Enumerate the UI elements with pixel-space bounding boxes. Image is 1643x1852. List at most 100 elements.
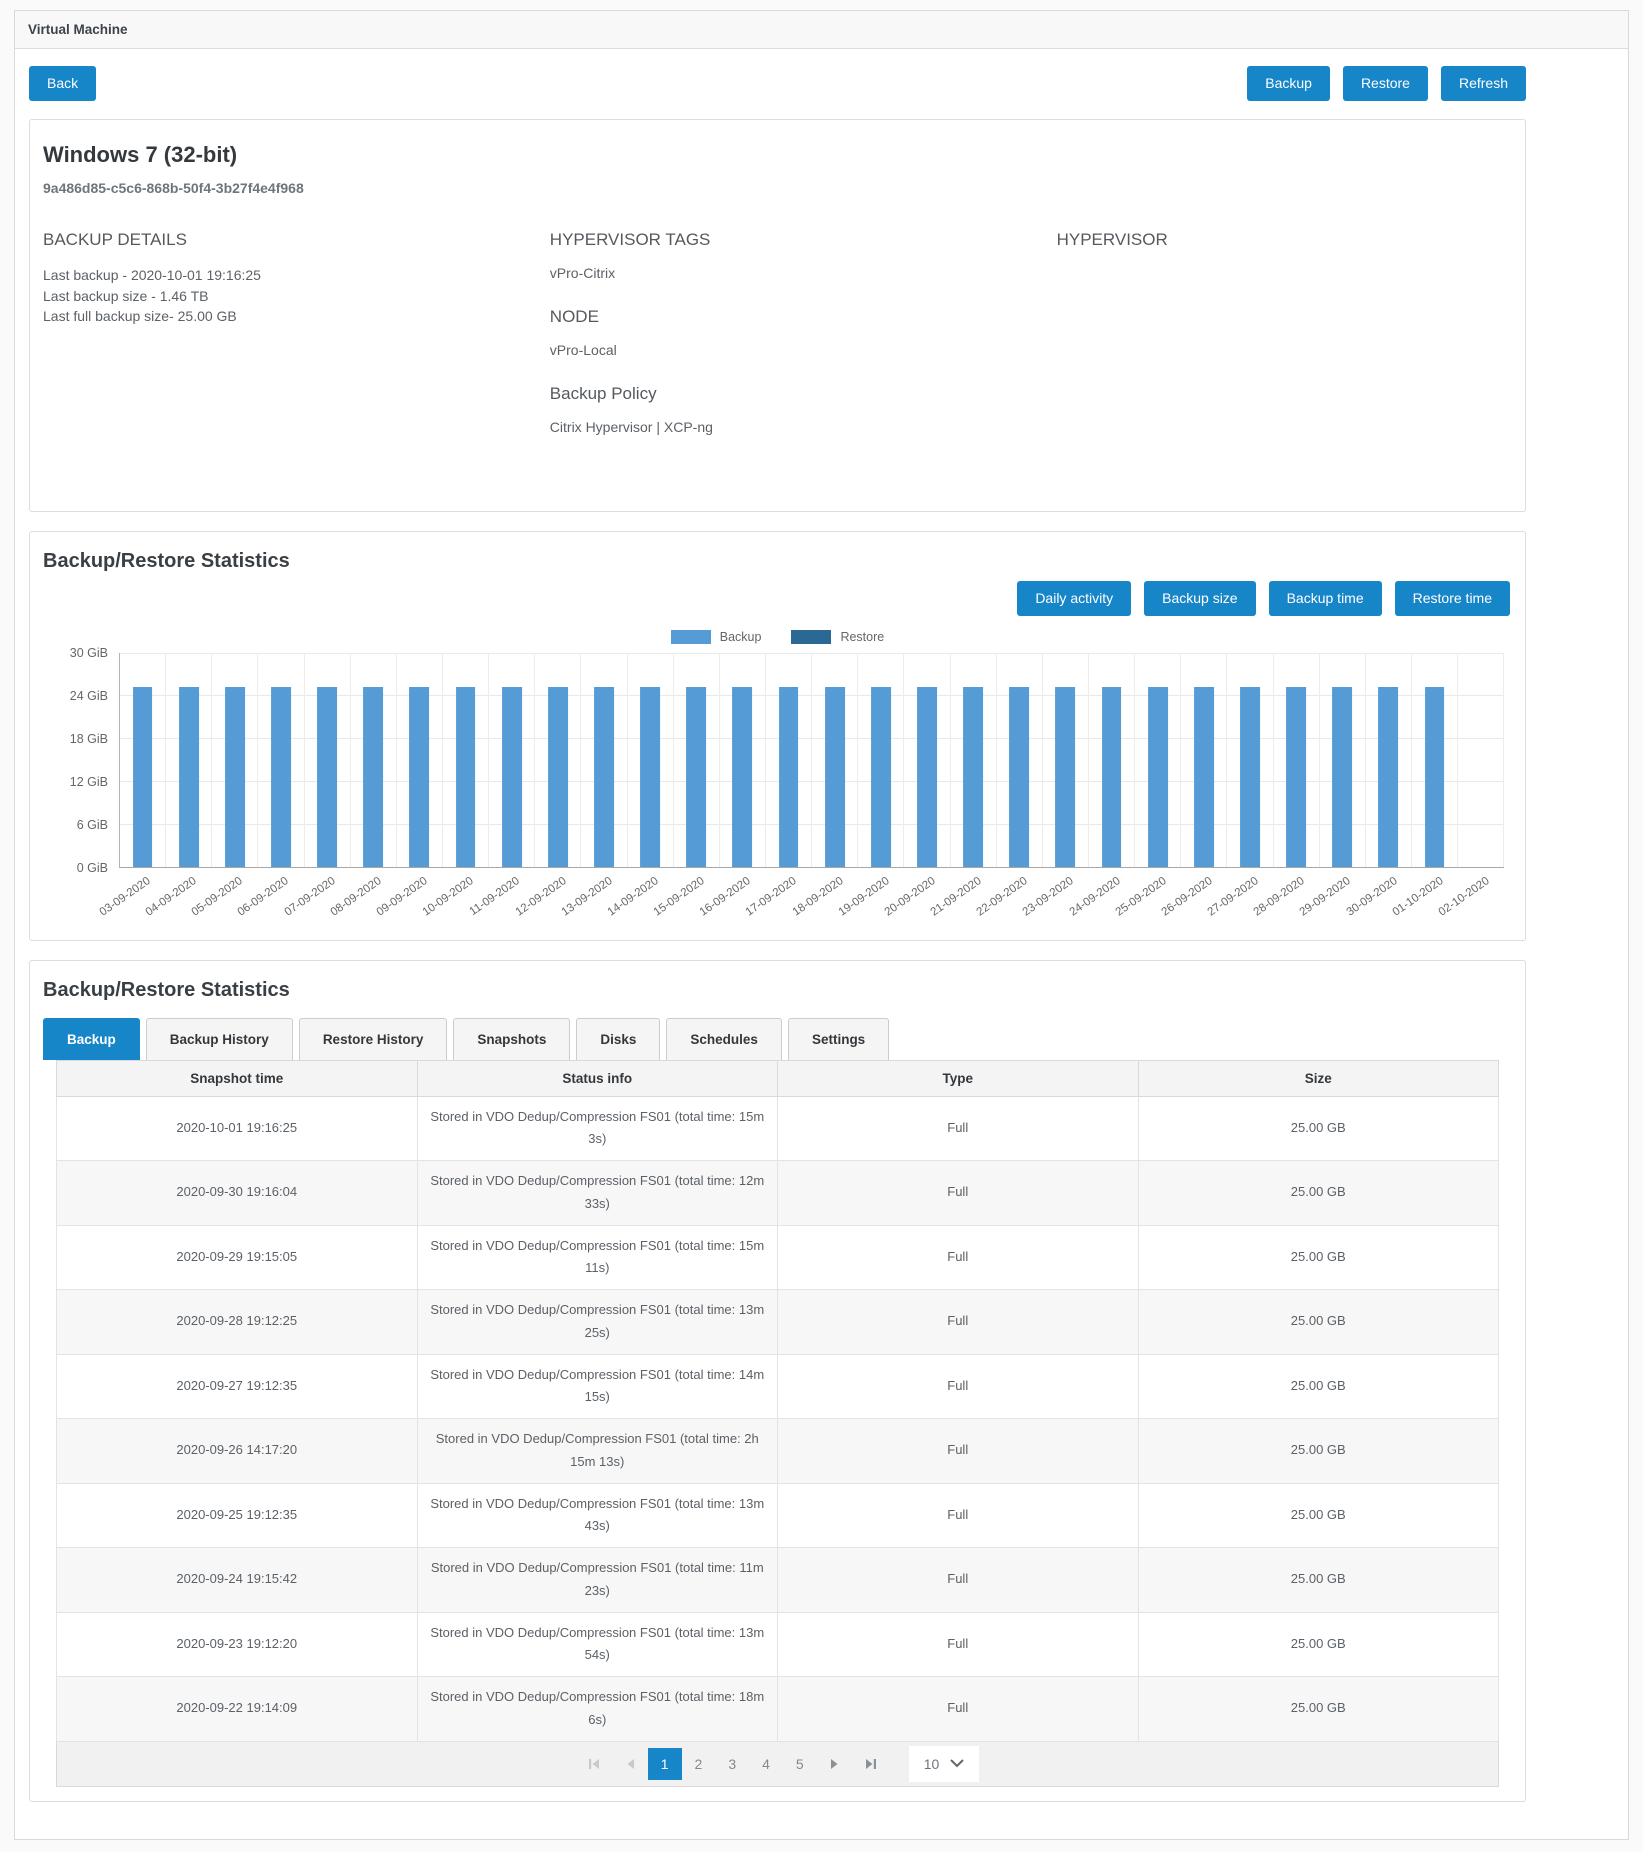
backup-bar [732, 686, 753, 867]
x-axis-label: 25-09-2020 [1113, 874, 1169, 919]
chart-slot [443, 652, 490, 867]
tab-schedules[interactable]: Schedules [666, 1017, 782, 1060]
y-axis-tick-label: 12 GiB [69, 774, 108, 789]
x-axis-label: 03-09-2020 [97, 874, 153, 919]
restore-button[interactable]: Restore [1342, 66, 1428, 101]
hypervisor-title: HYPERVISOR [1056, 229, 1168, 249]
tab-settings[interactable]: Settings [787, 1017, 890, 1060]
page-button-1[interactable]: 1 [647, 1747, 682, 1780]
tab-backup[interactable]: Backup [43, 1017, 140, 1060]
chart-slot [1274, 652, 1320, 867]
backup-bar [455, 686, 476, 867]
chart-mode-button-restore-time[interactable]: Restore time [1394, 580, 1510, 616]
table-cell: Stored in VDO Dedup/Compression FS01 (to… [416, 1353, 778, 1420]
x-axis-label: 22-09-2020 [974, 874, 1030, 919]
x-axis-label: 16-09-2020 [697, 874, 753, 919]
x-axis-label: 12-09-2020 [513, 874, 569, 919]
table-row: 2020-09-25 19:12:35 Stored in VDO Dedup/C… [56, 1482, 1499, 1549]
chart-box: Backup/Restore Statistics Daily activity… [29, 530, 1526, 941]
backup-button[interactable]: Backup [1247, 66, 1330, 101]
backup-bar [917, 686, 937, 867]
chart-slot [628, 652, 674, 867]
table-body: 2020-10-01 19:16:25 Stored in VDO Dedup/C… [56, 1095, 1499, 1742]
chart-plot-column: 03-09-2020 04-09-2020 05-09-2020 06-09-2020… [97, 652, 1505, 926]
card-body: Back Backup Restore Refresh Windows 7 (3… [15, 49, 1628, 1839]
table-cell: 2020-09-30 19:16:04 [56, 1160, 418, 1226]
backup-bar [1009, 686, 1030, 867]
hypervisor-info-column: HYPERVISOR TAGS vPro-Citrix NODE vPro-Lo… [550, 224, 1057, 461]
backup-bar [1286, 686, 1307, 867]
backup-policy-title: Backup Policy [549, 383, 657, 403]
refresh-button[interactable]: Refresh [1440, 66, 1526, 101]
x-axis-label: 15-09-2020 [651, 874, 707, 919]
tab-restore-history[interactable]: Restore History [298, 1017, 448, 1060]
page-button-5[interactable]: 5 [783, 1748, 817, 1780]
daily-activity-chart: 0 GiB 6 GiB 12 GiB 18 GiB 24 GiB 30 GiB 03-09… [43, 646, 1512, 926]
legend-item-backup: Backup [670, 629, 761, 644]
chart-slot [904, 652, 951, 867]
table-cell: 2020-09-24 19:15:42 [56, 1547, 418, 1613]
table-cell: 25.00 GB [1137, 1160, 1499, 1226]
table-cell: 25.00 GB [1137, 1482, 1499, 1549]
table-cell: 25.00 GB [1137, 1289, 1499, 1355]
table-cell: 2020-09-26 14:17:20 [56, 1418, 418, 1484]
table-cell: Stored in VDO Dedup/Compression FS01 (to… [416, 1547, 778, 1613]
table-cell: Stored in VDO Dedup/Compression FS01 (to… [416, 1289, 778, 1355]
chart-slot [1089, 652, 1136, 867]
column-header-size: Size [1137, 1059, 1499, 1097]
x-axis-label: 13-09-2020 [559, 874, 615, 919]
y-axis-tick-label: 0 GiB [76, 860, 108, 875]
page-button-4[interactable]: 4 [749, 1748, 783, 1780]
table-row: 2020-10-01 19:16:25 Stored in VDO Dedup/C… [56, 1095, 1499, 1162]
back-button[interactable]: Back [29, 66, 97, 101]
backup-bar [317, 686, 338, 867]
table-cell: 2020-09-22 19:14:09 [56, 1676, 418, 1742]
table-cell: Stored in VDO Dedup/Compression FS01 (to… [416, 1418, 778, 1484]
chart-mode-button-backup-size[interactable]: Backup size [1144, 580, 1256, 616]
hypervisor-column: HYPERVISOR [1057, 224, 1512, 461]
backup-bar [963, 686, 984, 867]
chart-slot [951, 652, 997, 867]
chart-section-title: Backup/Restore Statistics [43, 549, 290, 572]
tab-disks[interactable]: Disks [576, 1017, 661, 1060]
backup-legend-swatch [670, 629, 711, 644]
table-cell: Full [777, 1676, 1139, 1742]
y-axis-tick-label: 6 GiB [76, 817, 108, 832]
chart-slot [1412, 652, 1459, 867]
backup-bar [132, 686, 153, 867]
next-page-button[interactable] [817, 1751, 853, 1777]
toolbar: Back Backup Restore Refresh [29, 66, 1526, 101]
tab-snapshots[interactable]: Snapshots [453, 1017, 571, 1060]
chart-slot [489, 652, 536, 867]
backup-bar [686, 686, 707, 867]
x-axis-label: 19-09-2020 [836, 874, 892, 919]
table-cell: 2020-09-27 19:12:35 [56, 1353, 418, 1420]
page-size-select[interactable]: 10 [908, 1745, 980, 1782]
node-value: vPro-Local [549, 341, 617, 358]
prev-page-icon [627, 1758, 634, 1769]
x-axis-label: 23-09-2020 [1021, 874, 1077, 919]
chart-mode-button-daily-activity[interactable]: Daily activity [1017, 580, 1132, 616]
backup-bar [271, 686, 291, 867]
chart-slot [1135, 652, 1182, 867]
backup-bar [1424, 686, 1445, 867]
table-cell: Full [777, 1289, 1139, 1355]
page-button-3[interactable]: 3 [715, 1748, 749, 1780]
prev-page-button[interactable] [612, 1751, 648, 1777]
backup-bar [409, 686, 430, 867]
table-cell: Stored in VDO Dedup/Compression FS01 (to… [416, 1482, 778, 1549]
backup-details-title: BACKUP DETAILS [43, 229, 187, 249]
chart-mode-button-backup-time[interactable]: Backup time [1268, 580, 1382, 616]
vm-details-box: Windows 7 (32-bit) 9a486d85-c5c6-868b-50… [29, 118, 1526, 512]
chart-slot [1320, 652, 1366, 867]
table-box: Backup/Restore Statistics Backup Backup H… [29, 959, 1526, 1802]
column-header-type: Type [777, 1059, 1139, 1097]
page-button-2[interactable]: 2 [682, 1748, 716, 1780]
backup-bar [1193, 686, 1214, 867]
legend-label: Restore [840, 629, 885, 644]
tab-backup-history[interactable]: Backup History [145, 1017, 293, 1060]
first-page-button[interactable] [576, 1751, 612, 1777]
last-page-button[interactable] [853, 1751, 889, 1777]
hypervisor-tags-value: vPro-Citrix [549, 264, 616, 281]
x-axis-label: 06-09-2020 [236, 874, 292, 919]
